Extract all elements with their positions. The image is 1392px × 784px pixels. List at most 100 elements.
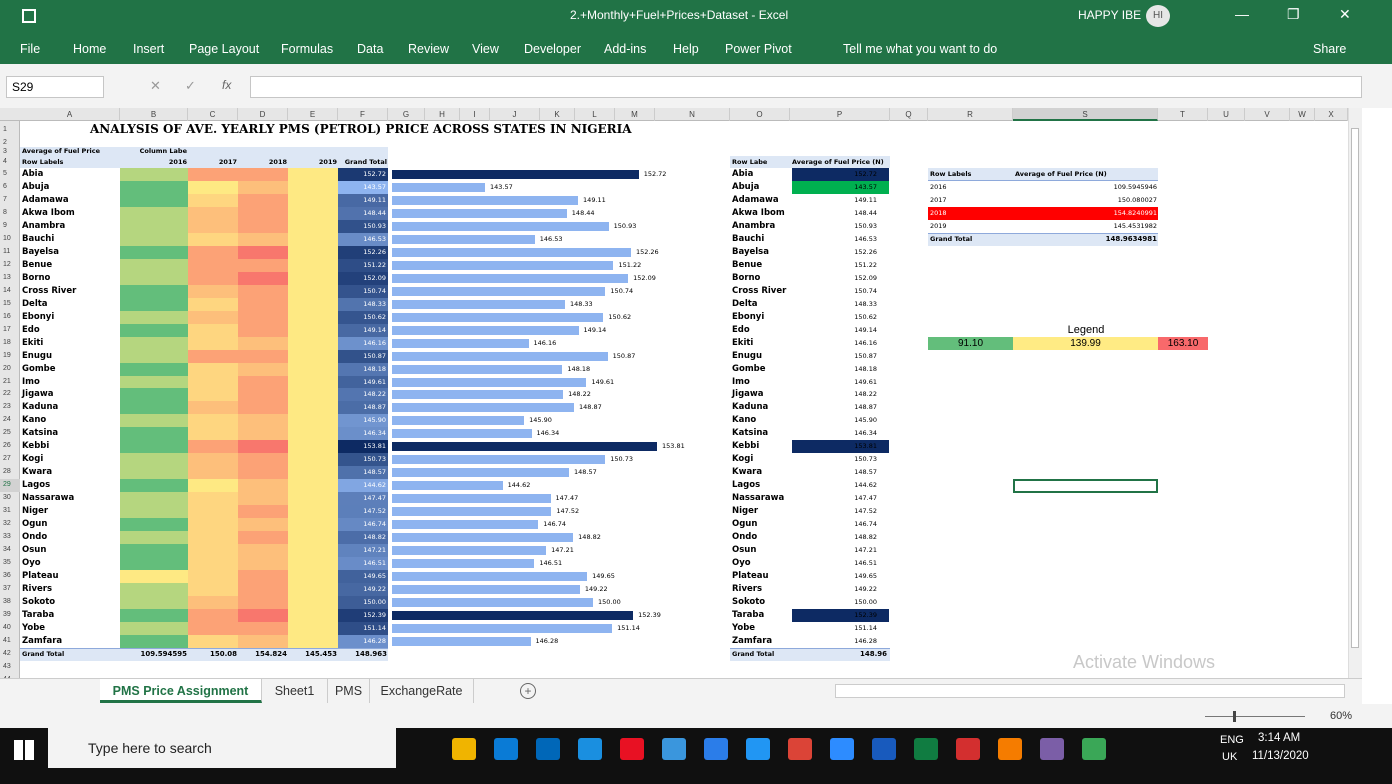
formula-input[interactable] bbox=[250, 76, 1362, 98]
row-header[interactable]: 21 bbox=[3, 377, 11, 385]
column-header[interactable]: K bbox=[540, 108, 575, 121]
window-button[interactable]: — bbox=[1235, 6, 1249, 22]
row-header[interactable]: 26 bbox=[3, 442, 11, 450]
column-header[interactable]: H bbox=[425, 108, 460, 121]
selected-cell[interactable] bbox=[1013, 479, 1158, 494]
taskbar-app[interactable] bbox=[746, 738, 770, 760]
start-button[interactable] bbox=[14, 740, 34, 760]
row-header[interactable]: 12 bbox=[3, 260, 11, 268]
row-header[interactable]: 6 bbox=[3, 182, 7, 190]
taskbar-app[interactable] bbox=[830, 738, 854, 760]
row-header[interactable]: 10 bbox=[3, 234, 11, 242]
row-header[interactable]: 14 bbox=[3, 286, 11, 294]
row-header[interactable]: 32 bbox=[3, 520, 11, 528]
save-icon[interactable] bbox=[22, 9, 36, 23]
pivot2-row-labels[interactable]: Row Labe bbox=[732, 158, 768, 166]
sheet-tab[interactable]: PMS Price Assignment bbox=[100, 679, 262, 703]
column-header[interactable]: D bbox=[238, 108, 288, 121]
column-header[interactable]: X bbox=[1315, 108, 1348, 121]
row-header[interactable]: 41 bbox=[3, 636, 11, 644]
sheet-tab[interactable]: ExchangeRate bbox=[370, 679, 474, 703]
search-box[interactable] bbox=[48, 728, 396, 768]
column-header[interactable]: N bbox=[655, 108, 730, 121]
column-header[interactable]: R bbox=[928, 108, 1013, 121]
row-header[interactable]: 23 bbox=[3, 403, 11, 411]
add-sheet[interactable]: + bbox=[520, 683, 536, 699]
taskbar-app[interactable] bbox=[914, 738, 938, 760]
row-header[interactable]: 9 bbox=[3, 221, 7, 229]
row-header[interactable]: 3 bbox=[3, 148, 7, 155]
row-header[interactable]: 40 bbox=[3, 623, 11, 631]
taskbar-app[interactable] bbox=[494, 738, 518, 760]
tell-me[interactable]: Tell me what you want to do bbox=[843, 42, 998, 56]
column-header[interactable]: F bbox=[338, 108, 388, 121]
taskbar-app[interactable] bbox=[788, 738, 812, 760]
ribbon-tab[interactable]: Developer bbox=[524, 42, 581, 56]
pivot3-row-labels[interactable]: Row Labels bbox=[930, 170, 972, 178]
row-header[interactable]: 2 bbox=[3, 139, 7, 146]
column-header[interactable]: U bbox=[1208, 108, 1245, 121]
column-header[interactable]: W bbox=[1290, 108, 1315, 121]
sheet-tab[interactable]: PMS bbox=[328, 679, 370, 703]
taskbar-app[interactable] bbox=[452, 738, 476, 760]
window-button[interactable]: ✕ bbox=[1339, 6, 1351, 22]
column-header[interactable]: E bbox=[288, 108, 338, 121]
taskbar-app[interactable] bbox=[578, 738, 602, 760]
ribbon-tab[interactable]: View bbox=[472, 42, 499, 56]
row-header[interactable]: 22 bbox=[3, 390, 11, 398]
row-header[interactable]: 18 bbox=[3, 338, 11, 346]
row-header[interactable]: 42 bbox=[3, 649, 11, 657]
taskbar-app[interactable] bbox=[998, 738, 1022, 760]
taskbar-app[interactable] bbox=[956, 738, 980, 760]
fx-button[interactable]: fx bbox=[222, 78, 232, 92]
ribbon-tab[interactable]: Page Layout bbox=[189, 42, 260, 56]
column-header[interactable]: G bbox=[388, 108, 425, 121]
row-header[interactable]: 29 bbox=[0, 479, 20, 493]
name-box[interactable]: S29 bbox=[6, 76, 104, 98]
row-header[interactable]: 7 bbox=[3, 195, 7, 203]
row-header[interactable]: 33 bbox=[3, 533, 11, 541]
row-header[interactable]: 1 bbox=[3, 126, 7, 133]
ribbon-tab[interactable]: Review bbox=[408, 42, 449, 56]
ribbon-tab[interactable]: Home bbox=[73, 42, 107, 56]
row-header[interactable]: 8 bbox=[3, 208, 7, 216]
pivot-row-labels[interactable]: Row Labels bbox=[22, 158, 64, 166]
row-header[interactable]: 4 bbox=[3, 158, 7, 165]
ribbon-tab[interactable]: File bbox=[20, 42, 41, 56]
row-header[interactable]: 17 bbox=[3, 325, 11, 333]
column-header[interactable]: S bbox=[1013, 108, 1158, 121]
window-button[interactable]: ❐ bbox=[1287, 6, 1300, 22]
column-header[interactable]: M bbox=[615, 108, 655, 121]
column-header[interactable]: L bbox=[575, 108, 615, 121]
row-header[interactable]: 38 bbox=[3, 598, 11, 605]
taskbar-app[interactable] bbox=[620, 738, 644, 760]
taskbar-app[interactable] bbox=[872, 738, 896, 760]
row-header[interactable]: 5 bbox=[3, 170, 7, 177]
column-header[interactable]: Q bbox=[890, 108, 928, 121]
ribbon-tab[interactable]: Add-ins bbox=[604, 42, 647, 56]
row-header[interactable]: 16 bbox=[3, 312, 11, 320]
column-header[interactable]: J bbox=[490, 108, 540, 121]
column-header[interactable]: V bbox=[1245, 108, 1290, 121]
pivot-column-header[interactable]: Column Labe bbox=[139, 147, 187, 155]
share[interactable]: Share bbox=[1313, 42, 1347, 56]
row-header[interactable]: 24 bbox=[3, 416, 11, 424]
row-header[interactable]: 13 bbox=[3, 273, 11, 281]
ribbon-tab[interactable]: Data bbox=[357, 42, 384, 56]
taskbar-app[interactable] bbox=[662, 738, 686, 760]
taskbar-app[interactable] bbox=[536, 738, 560, 760]
row-header[interactable]: 30 bbox=[3, 494, 11, 502]
row-header[interactable]: 19 bbox=[3, 351, 11, 359]
row-header[interactable]: 28 bbox=[3, 468, 11, 476]
column-header[interactable]: C bbox=[188, 108, 238, 121]
ribbon-tab[interactable]: Help bbox=[673, 42, 699, 56]
scroll-thumb[interactable] bbox=[1351, 128, 1359, 648]
row-header[interactable]: 34 bbox=[3, 546, 11, 554]
row-header[interactable]: 43 bbox=[3, 662, 11, 670]
row-header[interactable]: 27 bbox=[3, 455, 11, 463]
row-header[interactable]: 36 bbox=[3, 572, 11, 580]
column-header[interactable]: B bbox=[120, 108, 188, 121]
row-header[interactable]: 37 bbox=[3, 585, 11, 593]
row-header[interactable]: 25 bbox=[3, 429, 11, 437]
row-header[interactable]: 35 bbox=[3, 559, 11, 567]
